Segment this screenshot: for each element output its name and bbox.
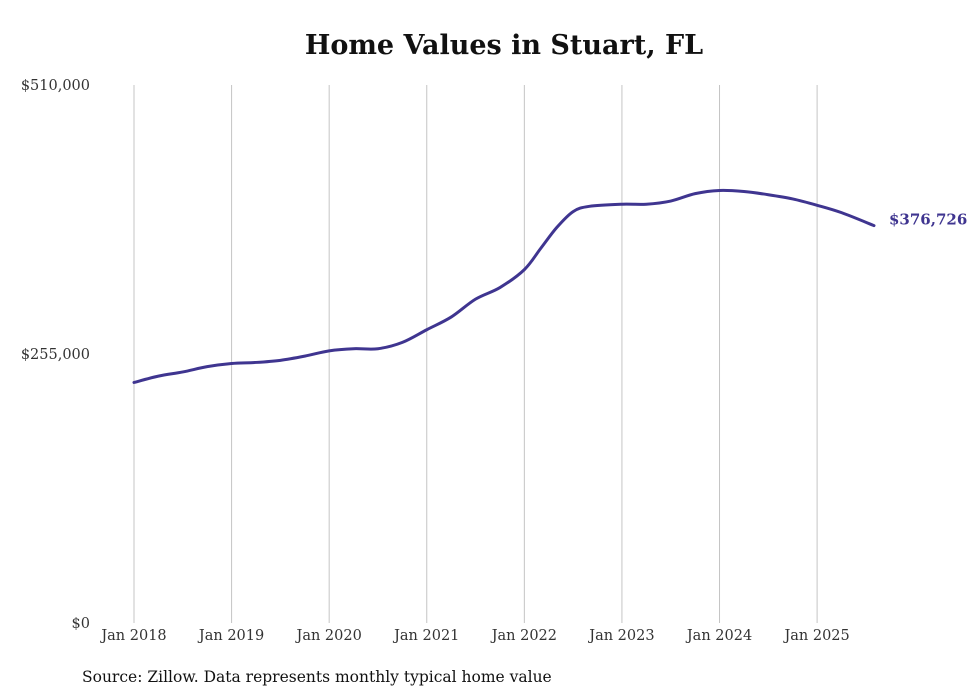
y-tick-label: $510,000 (21, 78, 90, 94)
end-label-layer: $376,726 (889, 211, 967, 229)
source-note: Source: Zillow. Data represents monthly … (82, 668, 552, 686)
x-tick-label: Jan 2018 (99, 628, 166, 644)
x-tick-label: Jan 2022 (490, 628, 557, 644)
y-tick-label: $0 (72, 616, 90, 632)
series-layer (132, 188, 876, 384)
x-tick-label: Jan 2020 (295, 628, 362, 644)
x-axis-ticks: Jan 2018 Jan 2019 Jan 2020 Jan 2021 Jan 2022… (99, 628, 849, 644)
y-axis-ticks: $510,000 $255,000 $0 (21, 78, 90, 632)
x-tick-label: Jan 2024 (685, 628, 752, 644)
x-tick-label: Jan 2019 (197, 628, 264, 644)
series-line (132, 188, 876, 384)
grid-layer (133, 85, 818, 623)
chart-title: Home Values in Stuart, FL (304, 30, 704, 61)
x-tick-label: Jan 2023 (587, 628, 654, 644)
x-tick-label: Jan 2021 (392, 628, 459, 644)
x-tick-label: Jan 2025 (782, 628, 849, 644)
end-value-label: $376,726 (889, 211, 967, 229)
y-tick-label: $255,000 (21, 347, 90, 363)
